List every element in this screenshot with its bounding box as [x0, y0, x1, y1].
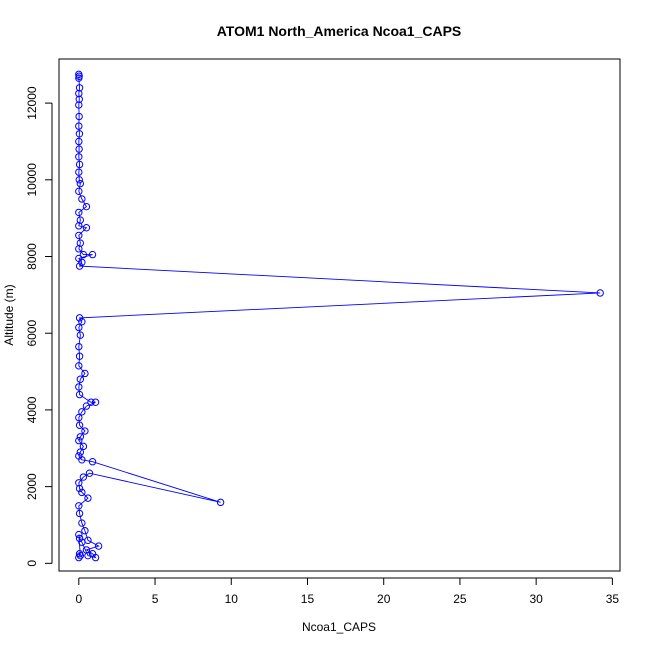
y-tick-label: 8000	[25, 243, 39, 270]
data-point	[81, 527, 89, 535]
data-point	[75, 323, 83, 332]
data-point	[75, 101, 83, 109]
data-point	[91, 398, 100, 406]
data-point	[78, 318, 86, 326]
data-point	[75, 89, 83, 98]
data-point	[75, 352, 84, 360]
data-point	[75, 484, 84, 493]
y-axis: 0 2000 4000 6000 8000 10000 12000	[25, 86, 53, 567]
x-tick-label: 35	[606, 592, 620, 606]
data-point	[75, 550, 84, 558]
y-tick-label: 2000	[25, 473, 39, 500]
data-point	[75, 153, 83, 161]
data-point	[94, 542, 103, 550]
x-axis-label: Ncoa1_CAPS	[302, 620, 376, 634]
data-point	[75, 314, 84, 322]
data-point	[88, 250, 97, 259]
data-point	[85, 469, 94, 477]
data-point	[76, 179, 85, 188]
data-point	[82, 402, 91, 410]
x-tick-label: 20	[377, 592, 391, 606]
x-tick-label: 0	[75, 592, 82, 606]
data-point	[82, 202, 91, 211]
data-point	[75, 342, 83, 351]
plot-area-border	[58, 58, 621, 572]
data-point	[75, 502, 83, 510]
data-point	[75, 390, 84, 399]
data-point	[88, 457, 97, 466]
data-point	[75, 222, 83, 230]
y-tick-label: 6000	[25, 320, 39, 347]
data-point	[75, 176, 83, 184]
y-tick-label: 12000	[25, 86, 39, 120]
data-point	[75, 262, 84, 270]
data-point	[75, 137, 83, 146]
data-point	[84, 551, 92, 560]
data-point	[75, 160, 84, 169]
x-tick-label: 5	[152, 592, 159, 606]
y-axis-label: Altitude (m)	[2, 284, 16, 345]
data-point	[75, 530, 83, 539]
data-point	[75, 413, 83, 422]
data-point	[75, 95, 83, 103]
data-point	[216, 498, 225, 507]
data-point	[78, 488, 86, 497]
data-point	[75, 145, 83, 153]
data-point	[81, 369, 89, 378]
data-point	[75, 130, 84, 138]
data-point	[76, 433, 85, 441]
x-tick-label: 25	[453, 592, 467, 606]
data-point	[79, 250, 88, 259]
series-line	[78, 74, 601, 559]
data-point	[75, 84, 84, 92]
data-point	[76, 331, 85, 339]
data-point	[75, 509, 84, 518]
data-point	[75, 187, 83, 196]
data-point	[82, 224, 91, 232]
x-axis: 0 5 10 15 20 25 30 35	[75, 577, 620, 606]
series-layer	[75, 70, 604, 562]
y-tick-label: 10000	[25, 163, 39, 197]
data-point	[78, 456, 86, 464]
x-tick-label: 10	[225, 592, 239, 606]
data-point	[75, 383, 83, 391]
data-point	[75, 362, 83, 370]
data-point	[75, 168, 83, 176]
data-point	[91, 553, 100, 562]
data-point	[75, 553, 83, 562]
x-tick-label: 15	[301, 592, 315, 606]
data-point	[75, 208, 83, 217]
data-point	[596, 289, 604, 297]
data-point	[78, 519, 86, 527]
data-point	[75, 112, 83, 121]
data-point	[76, 375, 85, 383]
data-point	[75, 534, 84, 543]
data-point	[79, 473, 88, 481]
y-tick-label: 4000	[25, 396, 39, 423]
chart-title: ATOM1 North_America Ncoa1_CAPS	[217, 23, 462, 39]
y-tick-label: 0	[25, 560, 39, 567]
data-point	[84, 494, 92, 502]
data-point	[75, 479, 83, 487]
data-point	[75, 245, 83, 253]
data-point	[75, 231, 83, 240]
data-point	[75, 421, 84, 429]
data-point	[76, 448, 85, 456]
data-point	[75, 122, 83, 130]
x-tick-label: 30	[529, 592, 543, 606]
data-point	[87, 398, 95, 406]
data-point	[75, 74, 83, 82]
data-point	[78, 195, 86, 203]
data-point	[81, 427, 89, 435]
data-point	[78, 538, 86, 546]
data-point	[78, 408, 86, 416]
data-point	[78, 258, 86, 266]
data-point	[79, 442, 88, 451]
data-point	[75, 436, 83, 445]
